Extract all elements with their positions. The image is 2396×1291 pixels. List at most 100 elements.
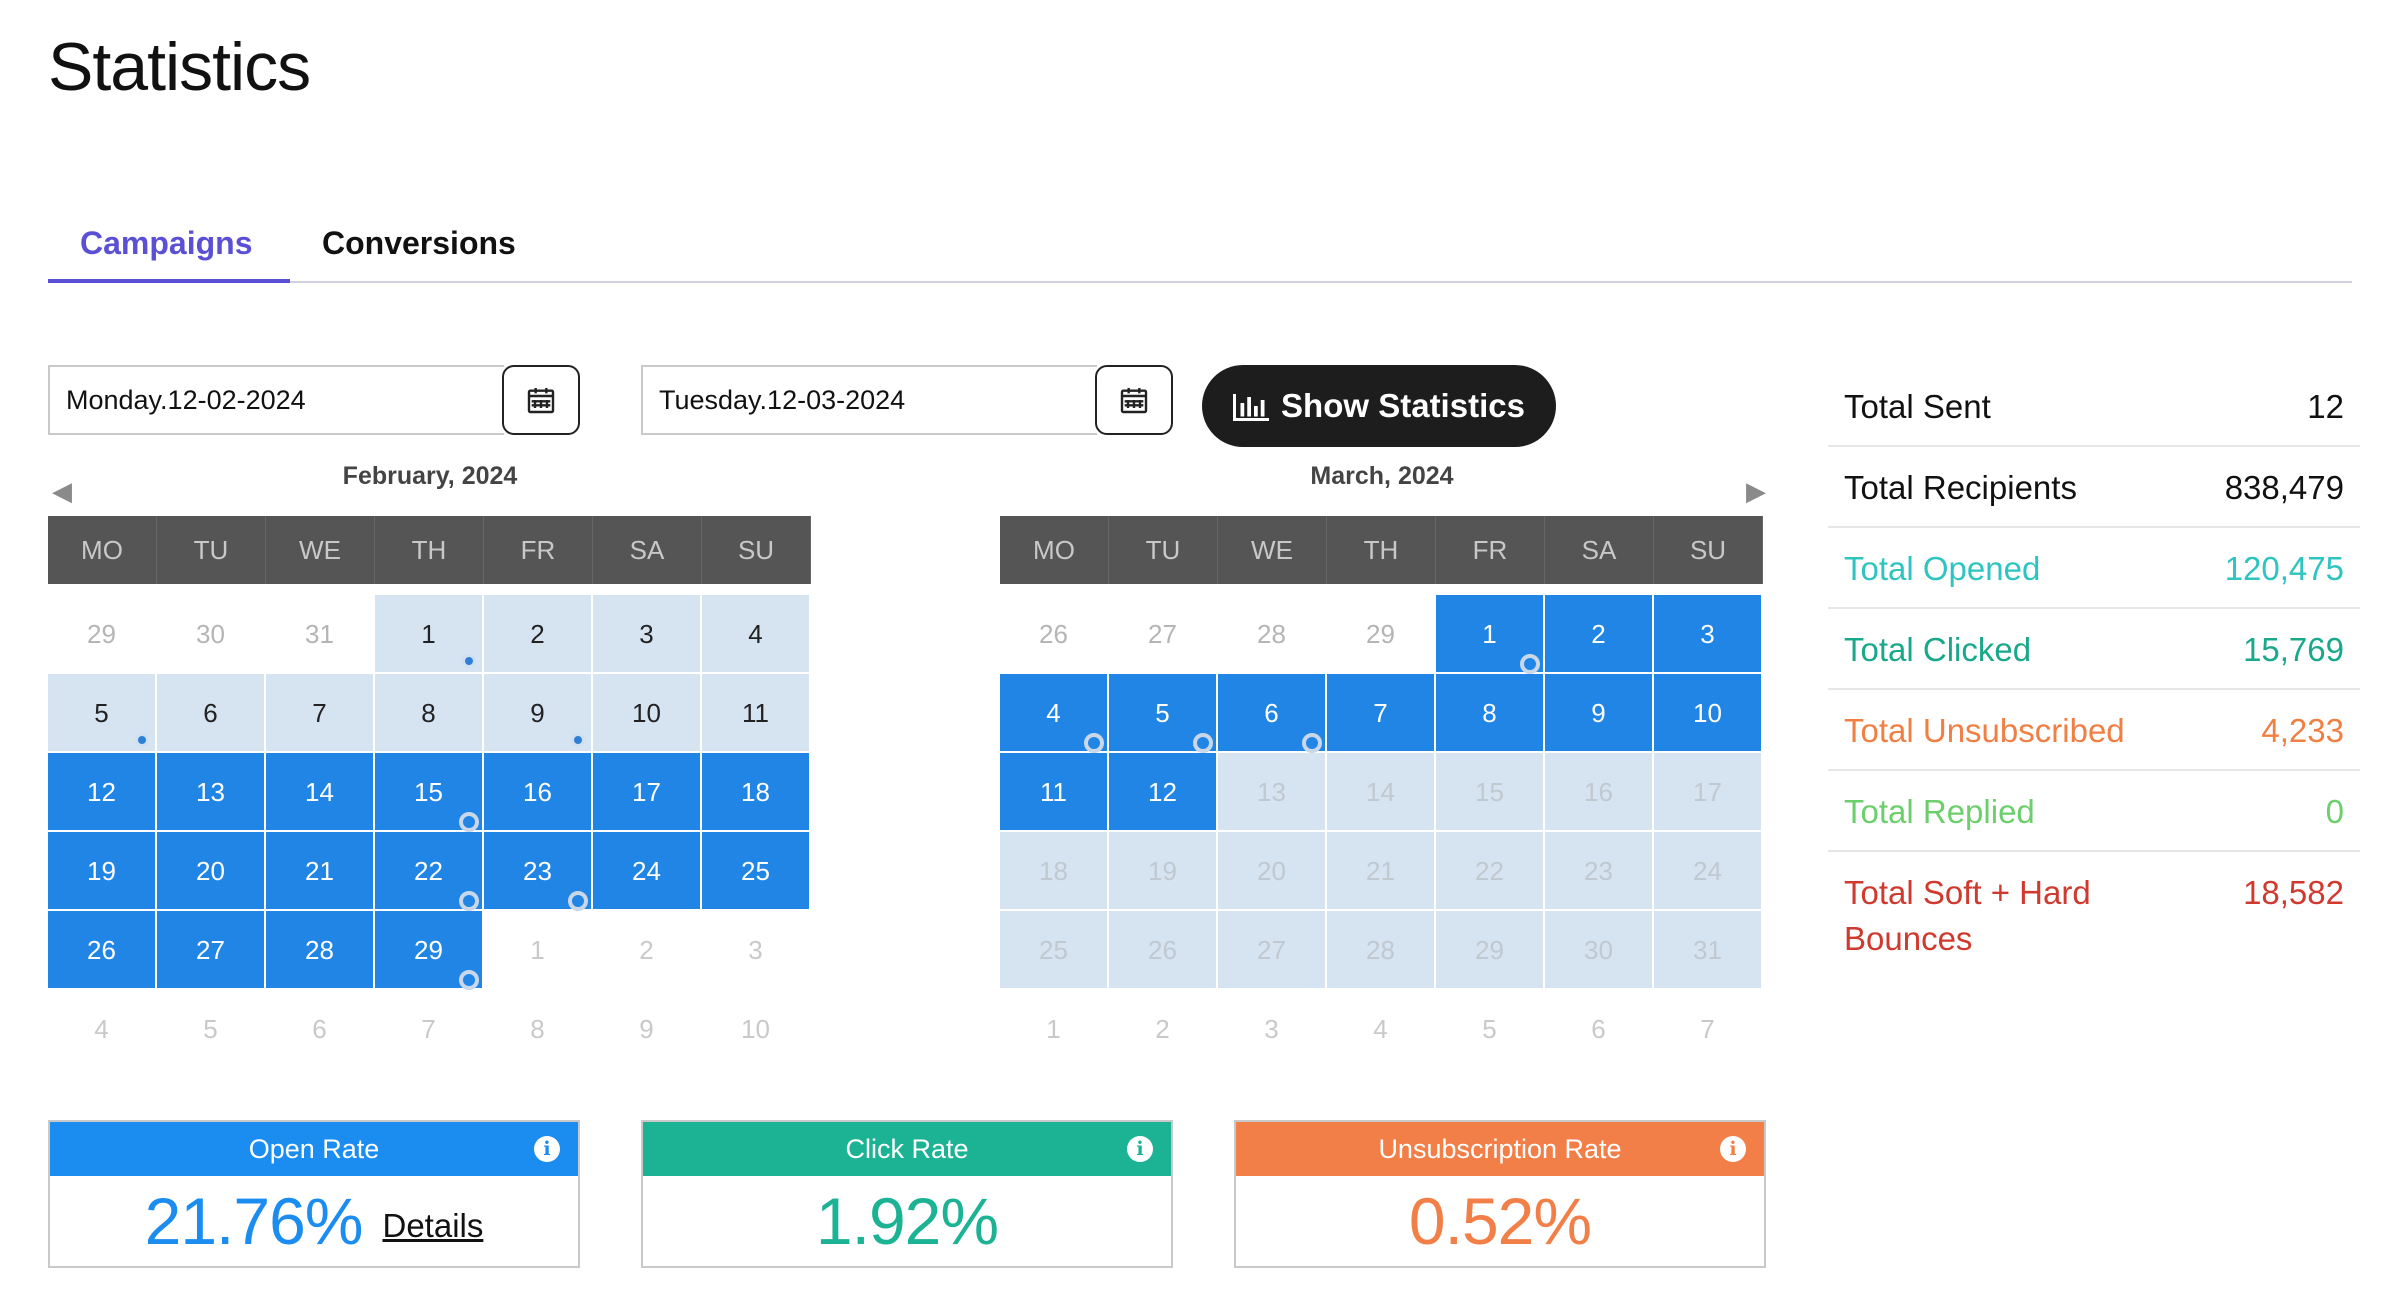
- calendar-day[interactable]: 3: [1654, 595, 1763, 674]
- click-rate-header: Click Rate i: [643, 1122, 1171, 1176]
- day-number: 29: [87, 619, 116, 649]
- calendar-day[interactable]: 27: [157, 911, 266, 990]
- info-icon[interactable]: i: [1127, 1136, 1153, 1162]
- campaign-marker-icon: [459, 812, 479, 832]
- calendar-day[interactable]: 7: [266, 674, 375, 753]
- calendar-day[interactable]: 16: [484, 753, 593, 832]
- date-to-calendar-button[interactable]: [1095, 365, 1173, 435]
- date-to-input[interactable]: Tuesday.12-03-2024: [641, 365, 1097, 435]
- calendar-day: 23: [1545, 832, 1654, 911]
- calendar-day[interactable]: 28: [266, 911, 375, 990]
- calendar-day: 25: [1000, 911, 1109, 990]
- unsubscription-rate-label: Unsubscription Rate: [1378, 1134, 1622, 1164]
- calendar-day[interactable]: 23: [484, 832, 593, 911]
- weekday-header: SU: [1654, 516, 1763, 584]
- calendar-day[interactable]: 6: [157, 674, 266, 753]
- day-number: 9: [530, 698, 545, 728]
- calendar-day[interactable]: 20: [157, 832, 266, 911]
- calendar-day: 22: [1436, 832, 1545, 911]
- calendar-day: 13: [1218, 753, 1327, 832]
- stat-row: Total Recipients 838,479: [1828, 447, 2360, 528]
- calendar-day[interactable]: 15: [375, 753, 484, 832]
- campaign-marker-icon: [1520, 654, 1540, 674]
- calendar-day[interactable]: 21: [266, 832, 375, 911]
- calendar-day[interactable]: 22: [375, 832, 484, 911]
- calendar-day[interactable]: 29: [375, 911, 484, 990]
- calendar-day[interactable]: 14: [266, 753, 375, 832]
- day-number: 23: [523, 856, 552, 886]
- calendar-day[interactable]: 6: [1218, 674, 1327, 753]
- weekday-header: TU: [1109, 516, 1218, 584]
- day-number: 6: [312, 1014, 327, 1044]
- day-number: 2: [1591, 619, 1606, 649]
- weekday-header: SU: [702, 516, 811, 584]
- calendar-day[interactable]: 5: [1109, 674, 1218, 753]
- calendar-day[interactable]: 2: [1545, 595, 1654, 674]
- show-statistics-button[interactable]: Show Statistics: [1202, 365, 1556, 447]
- calendar-day[interactable]: 11: [1000, 753, 1109, 832]
- calendar-title: February, 2024: [342, 462, 518, 490]
- date-from-input[interactable]: Monday.12-02-2024: [48, 365, 504, 435]
- calendar-day[interactable]: 18: [702, 753, 811, 832]
- day-number: 4: [1046, 698, 1061, 728]
- calendar-day[interactable]: 4: [702, 595, 811, 674]
- calendar-day[interactable]: 13: [157, 753, 266, 832]
- day-number: 24: [1693, 856, 1722, 886]
- calendar-day[interactable]: 8: [1436, 674, 1545, 753]
- day-number: 7: [1373, 698, 1388, 728]
- day-number: 29: [1366, 619, 1395, 649]
- calendar-day[interactable]: 3: [593, 595, 702, 674]
- info-icon[interactable]: i: [534, 1136, 560, 1162]
- calendar-prev-button[interactable]: ◀: [52, 476, 72, 506]
- details-link[interactable]: Details: [382, 1207, 484, 1244]
- day-number: 4: [1373, 1014, 1388, 1044]
- tab-conversions[interactable]: Conversions: [322, 225, 516, 261]
- day-number: 11: [1040, 777, 1067, 807]
- day-number: 8: [530, 1014, 545, 1044]
- day-number: 7: [312, 698, 327, 728]
- stat-value: 18,582: [2243, 874, 2344, 911]
- day-number: 21: [305, 856, 334, 886]
- calendar-day[interactable]: 24: [593, 832, 702, 911]
- day-number: 2: [530, 619, 545, 649]
- calendar-next-button[interactable]: ▶: [1746, 476, 1766, 506]
- calendar-day[interactable]: 5: [48, 674, 157, 753]
- campaign-marker-icon: [1302, 733, 1322, 753]
- day-number: 8: [1482, 698, 1497, 728]
- day-number: 14: [305, 777, 334, 807]
- tab-campaigns[interactable]: Campaigns: [48, 215, 290, 283]
- calendar-day: 27: [1109, 595, 1218, 674]
- calendar-day[interactable]: 2: [484, 595, 593, 674]
- info-icon[interactable]: i: [1720, 1136, 1746, 1162]
- day-number: 3: [639, 619, 654, 649]
- stat-row: Total Clicked 15,769: [1828, 609, 2360, 690]
- date-from-calendar-button[interactable]: [502, 365, 580, 435]
- calendar-day[interactable]: 10: [593, 674, 702, 753]
- click-rate-value: 1.92%: [815, 1184, 999, 1258]
- calendar-day: 26: [1109, 911, 1218, 990]
- calendar-day[interactable]: 11: [702, 674, 811, 753]
- calendar-icon: [527, 388, 555, 414]
- calendar-day[interactable]: 19: [48, 832, 157, 911]
- calendar-day[interactable]: 25: [702, 832, 811, 911]
- calendar-day[interactable]: 9: [484, 674, 593, 753]
- calendar-day: 29: [48, 595, 157, 674]
- calendar-day: 3: [1218, 990, 1327, 1069]
- calendar-day[interactable]: 26: [48, 911, 157, 990]
- calendar-day: 31: [1654, 911, 1763, 990]
- calendar-day[interactable]: 10: [1654, 674, 1763, 753]
- calendar-day[interactable]: 1: [1436, 595, 1545, 674]
- day-number: 28: [1366, 935, 1395, 965]
- day-number: 4: [748, 619, 763, 649]
- calendar-day[interactable]: 8: [375, 674, 484, 753]
- calendar-day[interactable]: 4: [1000, 674, 1109, 753]
- calendar-day[interactable]: 17: [593, 753, 702, 832]
- calendar-day[interactable]: 12: [48, 753, 157, 832]
- calendar-day[interactable]: 9: [1545, 674, 1654, 753]
- calendar-day[interactable]: 7: [1327, 674, 1436, 753]
- weekday-header: SA: [593, 516, 702, 584]
- calendar-day: 29: [1436, 911, 1545, 990]
- day-number: 16: [1584, 777, 1613, 807]
- calendar-day[interactable]: 1: [375, 595, 484, 674]
- calendar-day[interactable]: 12: [1109, 753, 1218, 832]
